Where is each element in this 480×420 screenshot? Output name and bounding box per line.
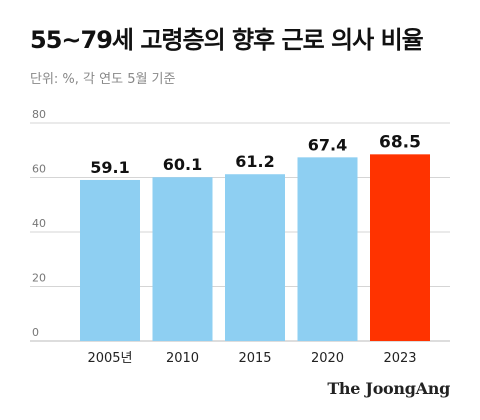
x-tick-label: 2005년 bbox=[87, 351, 132, 366]
bar-value-label: 59.1 bbox=[90, 158, 129, 177]
y-tick-label: 60 bbox=[32, 163, 46, 176]
bar bbox=[152, 177, 213, 341]
y-tick-label: 40 bbox=[32, 217, 46, 230]
x-tick-label: 2010 bbox=[166, 351, 199, 366]
chart-subtitle: 단위: %, 각 연도 5월 기준 bbox=[30, 72, 176, 87]
x-tick-label: 2023 bbox=[383, 351, 416, 366]
y-tick-label: 0 bbox=[32, 326, 39, 339]
y-tick-label: 20 bbox=[32, 272, 46, 285]
bar-value-label: 61.2 bbox=[235, 152, 274, 171]
chart-title: 55~79세 고령층의 향후 근로 의사 비율 bbox=[30, 26, 424, 54]
bar-value-label: 68.5 bbox=[379, 132, 421, 152]
x-tick-label: 2020 bbox=[311, 351, 344, 366]
bar-value-label: 60.1 bbox=[163, 155, 202, 174]
bar bbox=[370, 154, 430, 341]
bar bbox=[80, 179, 140, 341]
bar bbox=[297, 157, 358, 341]
y-tick-label: 80 bbox=[32, 108, 46, 121]
bar bbox=[225, 174, 285, 341]
bar-value-label: 67.4 bbox=[308, 135, 347, 154]
publisher-logo: The JoongAng bbox=[327, 379, 450, 398]
x-tick-label: 2015 bbox=[238, 351, 271, 366]
